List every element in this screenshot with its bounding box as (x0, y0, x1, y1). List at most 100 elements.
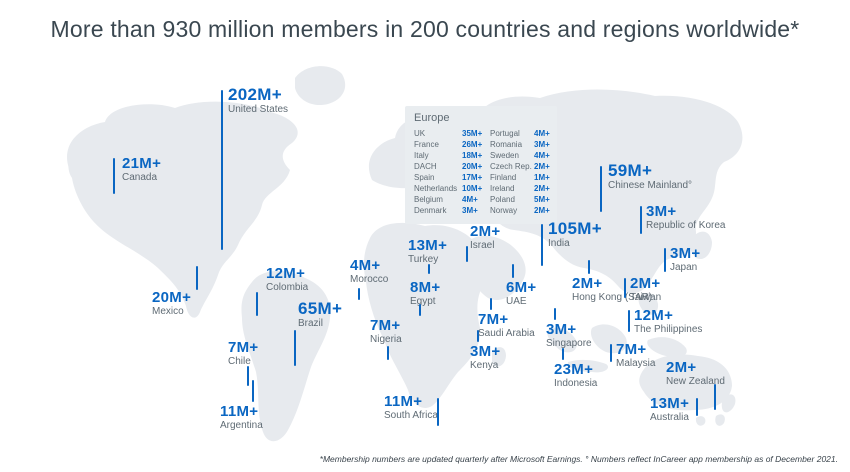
island-new-zealand-south (715, 414, 725, 426)
country-name: Chile (228, 355, 251, 367)
country-label-the-philippines: 12M+ The Philippines (634, 308, 702, 335)
europe-country-value: 3M+ (462, 206, 478, 215)
europe-country-name: Finland (490, 173, 517, 182)
continent-australia (639, 354, 732, 411)
member-count: 2M+ (630, 275, 661, 292)
map-tick (466, 246, 468, 262)
europe-country-value: 18M+ (462, 151, 483, 160)
europe-country-name: Poland (490, 195, 515, 204)
map-tick (640, 206, 642, 234)
europe-country-name: France (414, 140, 439, 149)
map-tick (512, 264, 514, 278)
member-count: 2M+ (666, 359, 697, 376)
europe-country-value: 5M+ (534, 195, 550, 204)
country-name: Kenya (470, 359, 499, 371)
map-tick (196, 266, 198, 290)
map-tick (419, 304, 421, 316)
island-tasmania (695, 416, 706, 426)
country-name: Malaysia (616, 357, 656, 369)
europe-country-name: Italy (414, 151, 429, 160)
island-new-guinea (647, 337, 687, 358)
map-tick (477, 330, 479, 342)
island-japan (689, 231, 712, 260)
country-label-mexico: 20M+ Mexico (152, 290, 191, 317)
island-philippines (638, 293, 659, 315)
europe-country-name: Denmark (414, 206, 447, 215)
country-name: Japan (670, 261, 698, 273)
island-new-zealand-north (721, 394, 736, 413)
country-label-new-zealand: 2M+ New Zealand (666, 360, 725, 387)
country-label-kenya: 3M+ Kenya (470, 344, 501, 371)
country-name: Morocco (350, 273, 389, 285)
member-count: 11M+ (384, 393, 423, 410)
continent-africa (363, 222, 489, 409)
europe-country-name: UK (414, 129, 426, 138)
member-count: 7M+ (370, 317, 401, 334)
island-madagascar (492, 347, 506, 367)
country-name: Canada (122, 171, 158, 183)
country-name: Egypt (410, 295, 436, 307)
country-label-republic-of-korea: 3M+ Republic of Korea (646, 204, 726, 231)
country-name: UAE (506, 295, 527, 307)
island-greenland (295, 66, 346, 106)
europe-country-value: 17M+ (462, 173, 483, 182)
member-count: 3M+ (546, 321, 577, 338)
map-tick (696, 398, 698, 416)
europe-panel: Europe UK 35M+ Portugal 4M+ France 26M+ Romani… (405, 106, 557, 224)
map-tick (541, 224, 543, 266)
map-tick (610, 344, 612, 362)
europe-country-value: 4M+ (534, 129, 550, 138)
country-label-nigeria: 7M+ Nigeria (370, 318, 402, 345)
country-name: Australia (650, 411, 689, 423)
country-label-chile: 7M+ Chile (228, 340, 259, 367)
country-label-india: 105M+ India (548, 220, 602, 249)
country-name: Singapore (546, 337, 592, 349)
map-tick (294, 330, 296, 366)
europe-panel-title: Europe (414, 112, 450, 124)
europe-country-name: Sweden (490, 151, 519, 160)
country-label-australia: 13M+ Australia (650, 396, 689, 423)
country-name: India (548, 237, 570, 249)
country-label-malaysia: 7M+ Malaysia (616, 342, 655, 369)
region-arabian-peninsula (466, 235, 526, 301)
europe-country-value: 2M+ (534, 206, 550, 215)
country-label-singapore: 3M+ Singapore (546, 322, 592, 349)
country-label-argentina: 11M+ Argentina (220, 404, 263, 431)
member-count: 6M+ (506, 279, 537, 296)
europe-country-value: 2M+ (534, 184, 550, 193)
member-count: 3M+ (470, 343, 501, 360)
map-tick (664, 248, 666, 272)
country-label-saudi-arabia: 7M+ Saudi Arabia (478, 312, 535, 339)
member-count: 3M+ (670, 245, 701, 262)
map-tick (628, 310, 630, 332)
island-borneo (590, 324, 627, 354)
map-tick (221, 90, 223, 250)
member-count: 13M+ (650, 395, 690, 412)
country-name: South Africa (384, 409, 438, 421)
member-count: 23M+ (554, 361, 594, 378)
europe-country-value: 2M+ (534, 162, 550, 171)
country-name: Indonesia (554, 377, 598, 389)
continent-south-america (241, 270, 331, 442)
map-tick (387, 346, 389, 360)
europe-country-value: 26M+ (462, 140, 483, 149)
map-tick (554, 308, 556, 320)
island-java (567, 359, 609, 373)
europe-country-name: Romania (490, 140, 523, 149)
country-label-egypt: 8M+ Egypt (410, 280, 441, 307)
member-count: 20M+ (152, 289, 192, 306)
member-count: 202M+ (228, 85, 282, 104)
map-tick (252, 380, 254, 402)
member-count: 13M+ (408, 237, 448, 254)
continent-north-america (67, 101, 298, 318)
country-name: Hong Kong (SAR) (572, 291, 653, 303)
member-count: 7M+ (616, 341, 647, 358)
member-count: 2M+ (470, 223, 501, 240)
map-tick (600, 166, 602, 212)
country-name: Mexico (152, 305, 184, 317)
europe-country-value: 35M+ (462, 129, 483, 138)
europe-country-name: Belgium (414, 195, 443, 204)
map-tick (358, 288, 360, 300)
